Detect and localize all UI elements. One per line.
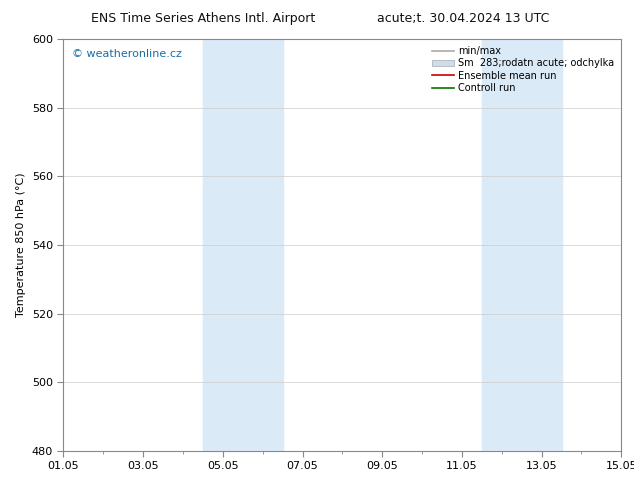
Text: ENS Time Series Athens Intl. Airport: ENS Time Series Athens Intl. Airport [91, 12, 315, 25]
Bar [482, 39, 562, 451]
Text: acute;t. 30.04.2024 13 UTC: acute;t. 30.04.2024 13 UTC [377, 12, 549, 25]
Bar [203, 39, 283, 451]
Text: © weatheronline.cz: © weatheronline.cz [72, 49, 182, 59]
Legend: min/max, Sm  283;rodatn acute; odchylka, Ensemble mean run, Controll run: min/max, Sm 283;rodatn acute; odchylka, … [430, 44, 616, 95]
Y-axis label: Temperature 850 hPa (°C): Temperature 850 hPa (°C) [16, 172, 26, 318]
